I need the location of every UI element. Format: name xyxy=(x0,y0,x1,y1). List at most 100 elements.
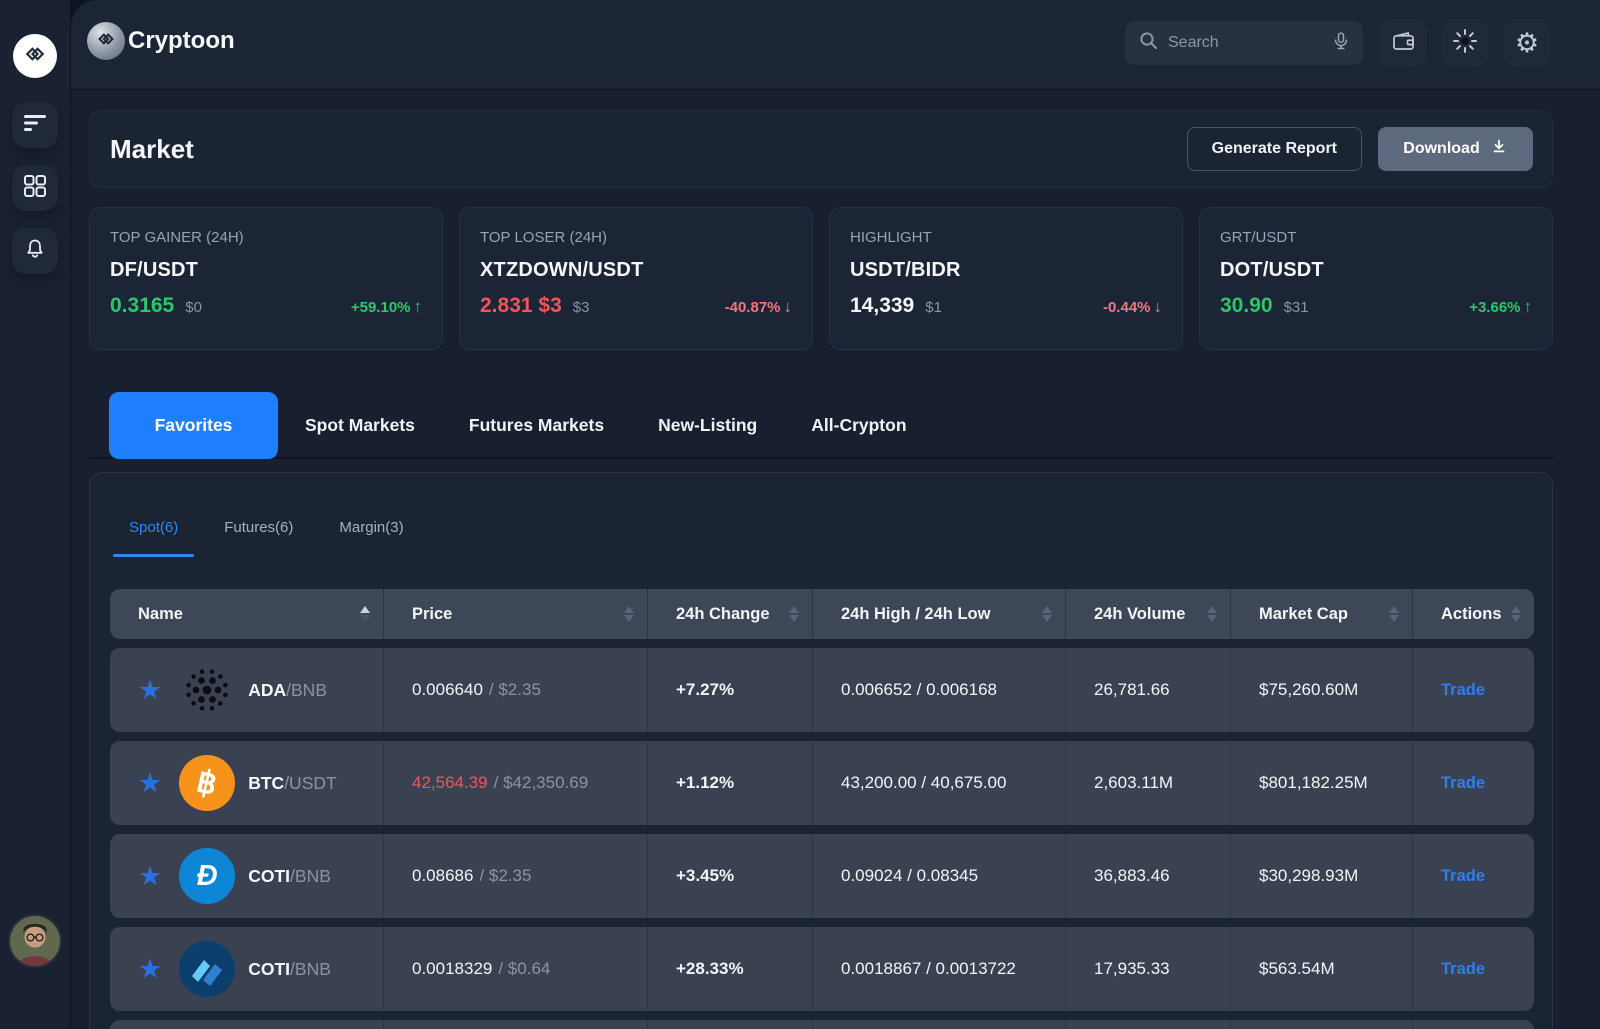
favorite-star-icon[interactable]: ★ xyxy=(138,674,163,705)
stat-card-label: TOP LOSER (24H) xyxy=(480,229,607,246)
stat-card-price: 0.3165 xyxy=(110,294,175,317)
market-cap-cell: $801,182.25M xyxy=(1230,741,1412,825)
search-box xyxy=(1125,21,1363,65)
generate-report-button[interactable]: Generate Report xyxy=(1186,127,1362,171)
change-cell: +28.33% xyxy=(647,927,812,1011)
table-row: ★ COTI/BNB 0.0018329/ $0.64 +28.33% 0.00… xyxy=(110,927,1534,1011)
stat-card-sub: $31 xyxy=(1283,299,1309,316)
column-header-name[interactable]: Name xyxy=(110,589,383,639)
stat-card-highlight: HIGHLIGHT USDT/BIDR 14,339 $1 -0.44% ↓ xyxy=(829,207,1183,350)
name-cell: ★ Đ COTI/BNB xyxy=(110,834,383,918)
tab-favorites[interactable]: Favorites xyxy=(109,392,278,459)
sort-icon[interactable] xyxy=(1389,606,1399,622)
coin-pair-label: COTI/BNB xyxy=(248,865,331,886)
price-cell: 42,564.39/ $42,350.69 xyxy=(383,741,647,825)
tab-all-crypton[interactable]: All-Crypton xyxy=(811,415,907,435)
price-cell: 0.08686/ $2.35 xyxy=(383,834,647,918)
sort-icon[interactable] xyxy=(1207,606,1217,622)
cryptoon-logo-icon xyxy=(95,29,117,54)
filter-lines-icon xyxy=(23,114,47,137)
column-header-high-low[interactable]: 24h High / 24h Low xyxy=(812,589,1065,639)
table-row: ★ Đ COTI/BNB 0.08686/ $2.35 +3.45% 0.090… xyxy=(110,834,1534,918)
trade-link[interactable]: Trade xyxy=(1441,959,1486,978)
wallet-button[interactable] xyxy=(1379,19,1427,67)
tab-new-listing[interactable]: New-Listing xyxy=(658,415,758,435)
market-tabs: Favorites Spot Markets Futures Markets N… xyxy=(109,392,934,459)
stat-card-pair: DOT/USDT xyxy=(1220,259,1324,281)
trade-link[interactable]: Trade xyxy=(1441,773,1486,792)
sort-icon[interactable] xyxy=(1511,606,1521,622)
search-input[interactable] xyxy=(1168,34,1321,52)
market-cap-cell: $30,298.93M xyxy=(1230,834,1412,918)
name-cell: ★ ฿ BTC/USDT xyxy=(110,741,383,825)
stat-card-change: +3.66% ↑ xyxy=(1469,297,1533,316)
stat-cards: TOP GAINER (24H) DF/USDT 0.3165 $0 +59.1… xyxy=(89,207,1553,350)
theme-toggle-button[interactable] xyxy=(1441,19,1489,67)
download-button-label: Download xyxy=(1403,140,1480,157)
sidebar xyxy=(0,0,71,1029)
subtab-margin[interactable]: Margin(3) xyxy=(339,518,404,536)
gear-icon: ⚙ xyxy=(1514,27,1540,58)
column-header-market-cap[interactable]: Market Cap xyxy=(1230,589,1412,639)
apps-button[interactable] xyxy=(12,165,58,211)
volume-cell: 26,781.66 xyxy=(1065,648,1230,732)
stat-card-grt-usdt: GRT/USDT DOT/USDT 30.90 $31 +3.66% ↑ xyxy=(1199,207,1553,350)
sort-icon[interactable] xyxy=(624,606,634,622)
menu-filter-button[interactable] xyxy=(12,102,58,148)
stat-card-change: -40.87% ↓ xyxy=(724,297,792,316)
download-button[interactable]: Download xyxy=(1378,127,1533,171)
actions-cell: Trade xyxy=(1412,834,1534,918)
stat-card-change: +59.10% ↑ xyxy=(350,297,422,316)
trade-link[interactable]: Trade xyxy=(1441,866,1486,885)
subtab-futures[interactable]: Futures(6) xyxy=(224,518,294,536)
name-cell: ★ COTI/BNB xyxy=(110,927,383,1011)
page-header: Market Generate Report Download xyxy=(89,110,1553,188)
dash-coin-icon: Đ xyxy=(179,848,236,904)
user-avatar[interactable] xyxy=(10,916,60,966)
grid-icon xyxy=(23,174,47,203)
subtab-spot[interactable]: Spot(6) xyxy=(113,497,195,557)
high-low-cell: 43,200.00 / 40,675.00 xyxy=(812,741,1065,825)
tabs-divider xyxy=(89,457,1553,459)
arrow-down-icon: ↓ xyxy=(1153,297,1163,316)
column-header-24h-change[interactable]: 24h Change xyxy=(647,589,812,639)
main-area: Cryptoon xyxy=(71,0,1600,1029)
microphone-icon[interactable] xyxy=(1331,30,1351,57)
trade-link[interactable]: Trade xyxy=(1441,680,1486,699)
tab-spot-markets[interactable]: Spot Markets xyxy=(305,415,415,435)
bitcoin-coin-icon: ฿ xyxy=(179,755,236,811)
market-cap-cell: $75,260.60M xyxy=(1230,648,1412,732)
stat-card-price: 14,339 xyxy=(850,294,915,317)
stat-card-label: HIGHLIGHT xyxy=(850,229,932,246)
column-header-actions[interactable]: Actions xyxy=(1412,589,1534,639)
change-cell: +7.27% xyxy=(647,648,812,732)
settings-button[interactable]: ⚙ xyxy=(1503,19,1551,67)
column-header-price[interactable]: Price xyxy=(383,589,647,639)
favorite-star-icon[interactable]: ★ xyxy=(138,767,163,798)
table-row: ★ ฿ BTC/USDT 42,564.39/ $42,350.69 +1.12… xyxy=(110,741,1534,825)
favorite-star-icon[interactable]: ★ xyxy=(138,860,163,891)
column-header-24h-volume[interactable]: 24h Volume xyxy=(1065,589,1230,639)
arrow-up-icon: ↑ xyxy=(1523,297,1533,316)
notifications-button[interactable] xyxy=(12,228,58,274)
bell-icon xyxy=(23,237,47,266)
table-row: ★ ADA/BNB 0.006640/ $2.35 +7.27% 0.00665 xyxy=(110,648,1534,732)
sort-icon[interactable] xyxy=(360,606,370,622)
market-subtabs: Spot(6) Futures(6) Margin(3) xyxy=(113,497,420,557)
coin-pair-label: ADA/BNB xyxy=(248,679,327,700)
wallet-icon xyxy=(1391,29,1416,58)
sort-icon[interactable] xyxy=(1042,606,1052,622)
sort-icon[interactable] xyxy=(789,606,799,622)
app-logo[interactable] xyxy=(13,34,57,78)
stat-card-pair: DF/USDT xyxy=(110,259,199,281)
stat-card-top-loser: TOP LOSER (24H) XTZDOWN/USDT 2.831 $3 $3… xyxy=(459,207,813,350)
volume-cell: 2,603.11M xyxy=(1065,741,1230,825)
stat-card-sub: $1 xyxy=(925,299,942,316)
brand-badge xyxy=(87,22,125,60)
tab-futures-markets[interactable]: Futures Markets xyxy=(468,415,605,435)
cryptoon-logo-icon xyxy=(22,42,48,71)
favorite-star-icon[interactable]: ★ xyxy=(138,953,163,984)
actions-cell: Trade xyxy=(1412,648,1534,732)
search-icon xyxy=(1139,31,1158,55)
price-cell: 0.006640/ $2.35 xyxy=(383,648,647,732)
